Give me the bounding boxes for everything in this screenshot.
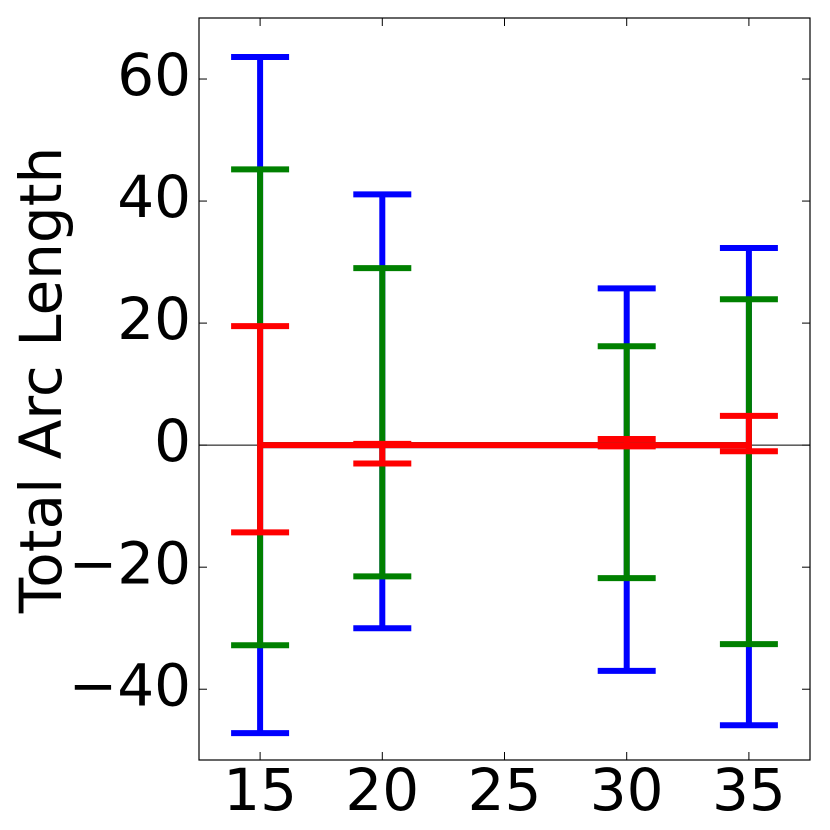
x-tick-label: 25: [468, 756, 542, 824]
plot-frame: [198, 17, 811, 761]
y-tick-label: 40: [117, 163, 191, 231]
x-tick-label: 20: [345, 756, 419, 824]
x-tick-label: 35: [712, 756, 786, 824]
y-tick-label: 20: [117, 285, 191, 353]
x-tick-label: 30: [590, 756, 664, 824]
y-tick-label: 60: [117, 41, 191, 109]
x-tick-label: 15: [223, 756, 297, 824]
y-tick-label: −20: [69, 529, 191, 597]
y-tick-label: −40: [69, 651, 191, 719]
y-tick-label: 0: [154, 407, 191, 475]
y-axis-label: Total Arc Length: [7, 147, 75, 615]
